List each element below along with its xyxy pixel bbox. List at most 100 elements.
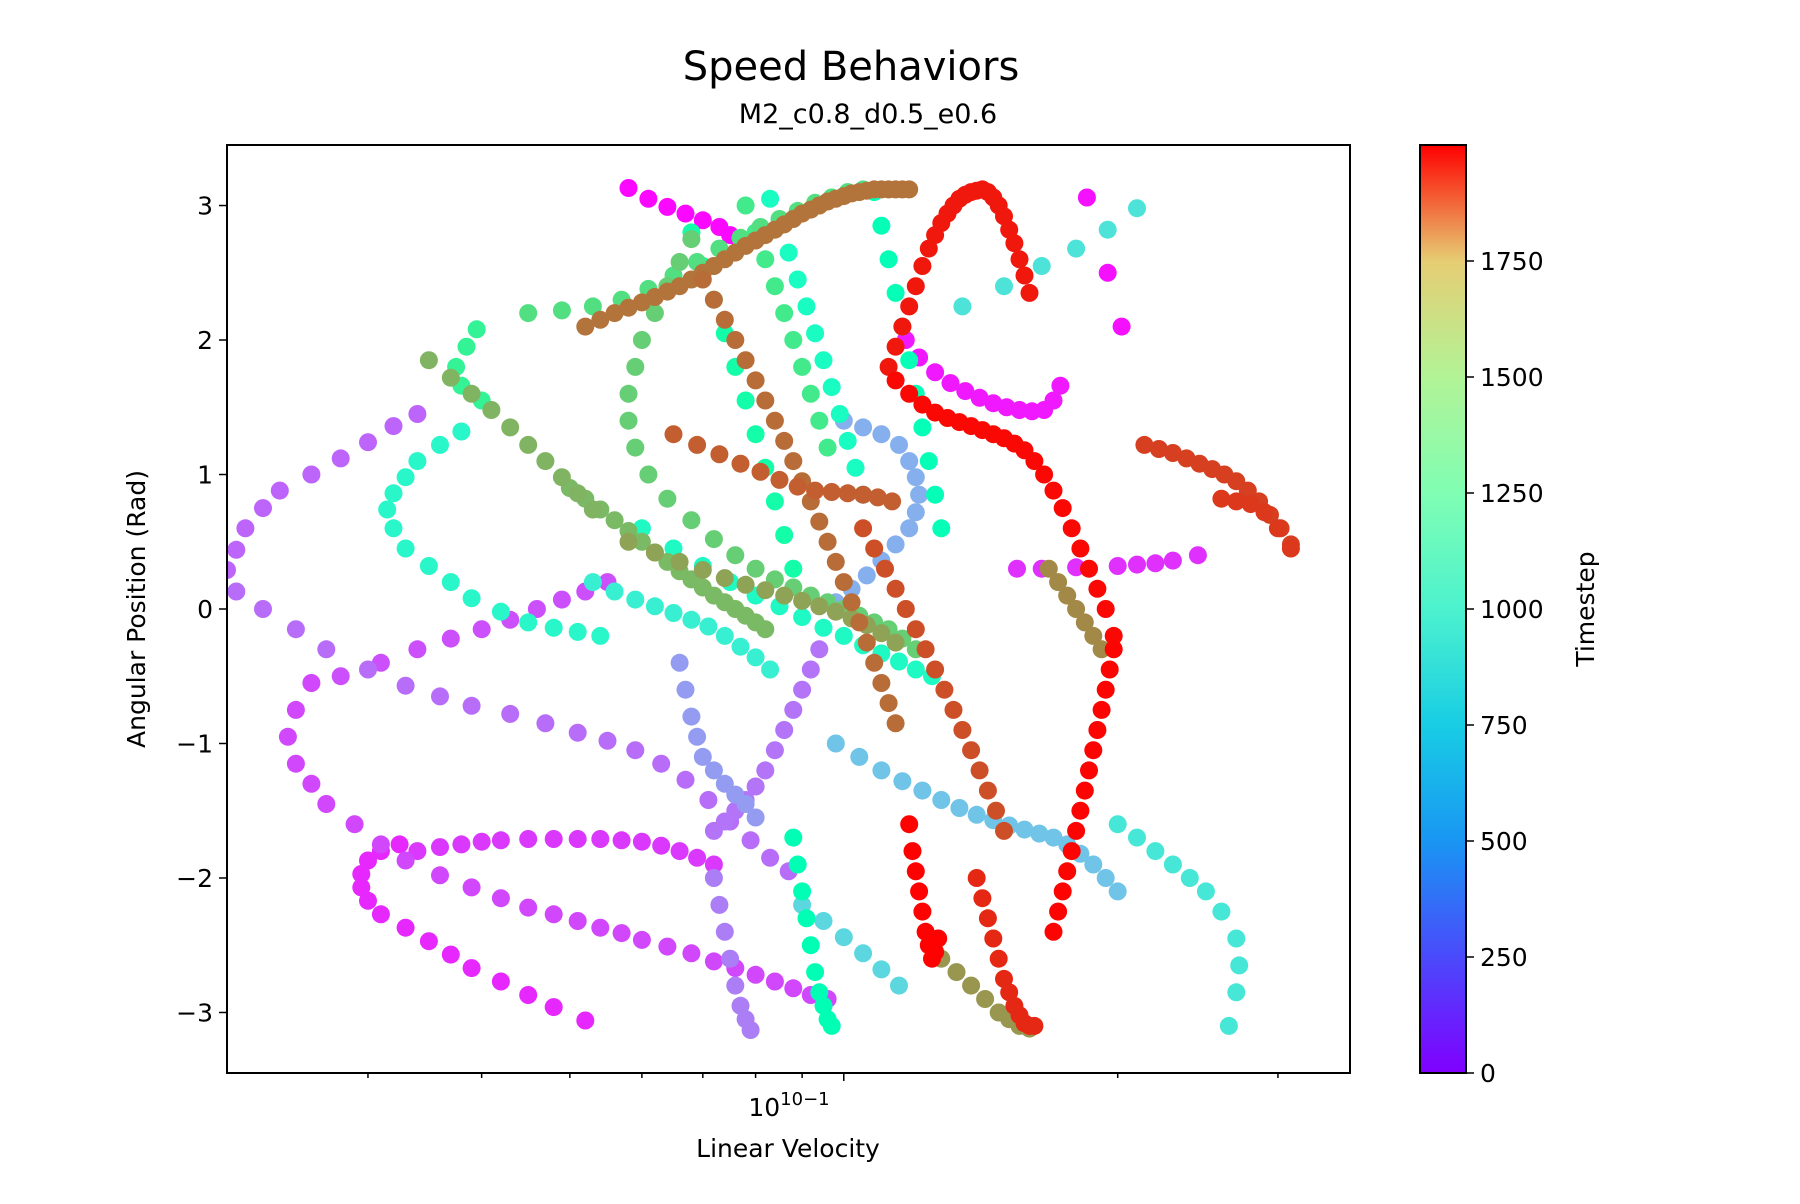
scatter-point <box>1241 495 1260 514</box>
scatter-point <box>670 842 689 861</box>
scatter-point <box>544 830 563 848</box>
scatter-point <box>1135 435 1154 454</box>
scatter-point <box>765 741 784 760</box>
scatter-point <box>519 830 538 848</box>
scatter-point <box>254 499 272 518</box>
scatter-point <box>676 770 695 789</box>
scatter-point <box>962 976 981 995</box>
scatter-point <box>715 626 734 645</box>
scatter-point <box>944 700 963 719</box>
scatter-point <box>929 929 948 948</box>
scatter-point <box>1039 559 1058 578</box>
scatter-point <box>612 831 631 850</box>
colorbar-tick-label: 1500 <box>1480 363 1544 392</box>
scatter-point <box>872 960 891 979</box>
scatter-point <box>670 552 689 571</box>
scatter-point <box>797 909 816 928</box>
scatter-point <box>872 761 891 780</box>
scatter-point <box>1044 828 1063 847</box>
scatter-point <box>419 557 438 575</box>
scatter-point <box>396 676 415 695</box>
scatter-point <box>886 283 905 302</box>
scatter-point <box>900 519 919 538</box>
scatter-point <box>900 351 919 370</box>
scatter-point <box>1071 801 1090 820</box>
scatter-point <box>1015 266 1034 285</box>
scatter-point <box>482 401 501 419</box>
scatter-point <box>664 539 683 558</box>
scatter-point <box>390 835 409 854</box>
scatter-point <box>903 842 922 861</box>
scatter-point <box>693 211 712 230</box>
scatter-point <box>857 566 876 585</box>
scatter-point <box>1005 234 1024 253</box>
scatter-point <box>731 454 750 473</box>
scatter-point <box>693 561 712 579</box>
scatter-point <box>1067 239 1086 258</box>
scatter-point <box>919 239 938 258</box>
scatter-point <box>962 741 981 760</box>
scatter-point <box>1071 539 1090 558</box>
scatter-point <box>775 526 794 544</box>
scatter-point <box>801 660 820 679</box>
scatter-point <box>947 963 966 982</box>
scatter-point <box>970 388 989 407</box>
scatter-point <box>886 337 905 356</box>
scatter-point <box>784 828 803 847</box>
scatter-point <box>822 378 841 397</box>
scatter-point <box>810 597 829 616</box>
scatter-point <box>670 653 689 672</box>
scatter-point <box>818 438 837 457</box>
scatter-point <box>317 640 336 659</box>
scatter-point <box>441 945 460 964</box>
scatter-point <box>331 449 350 468</box>
scatter-point <box>670 253 689 271</box>
scatter-point <box>890 435 908 454</box>
scatter-point <box>736 575 755 594</box>
scatter-point <box>1067 600 1086 618</box>
scatter-point <box>872 624 891 643</box>
scatter-point <box>1088 721 1107 739</box>
scatter-point <box>1128 199 1146 218</box>
scatter-point <box>797 297 816 316</box>
scatter-point <box>359 891 377 910</box>
scatter-point <box>359 433 377 452</box>
y-tick-label: −1 <box>176 729 213 758</box>
scatter-point <box>1010 250 1029 269</box>
scatter-point <box>704 869 723 887</box>
scatter-point <box>619 411 638 430</box>
scatter-point <box>736 795 755 813</box>
scatter-point <box>834 928 853 947</box>
scatter-point <box>846 458 865 477</box>
scatter-point <box>1104 640 1123 659</box>
scatter-point <box>408 640 427 659</box>
scatter-point <box>462 959 481 978</box>
scatter-point <box>384 417 403 436</box>
scatter-point <box>900 297 919 316</box>
scatter-point <box>664 604 683 622</box>
scatter-point <box>457 337 476 356</box>
scatter-point <box>896 600 915 618</box>
scatter-point <box>431 435 449 454</box>
scatter-point <box>834 573 853 592</box>
scatter-point <box>741 831 760 850</box>
scatter-point <box>1015 820 1034 839</box>
scatter-point <box>900 384 919 403</box>
scatter-point <box>926 943 945 961</box>
scatter-point <box>1080 559 1098 578</box>
scatter-point <box>1230 956 1249 975</box>
points-layer <box>227 179 1300 1039</box>
scatter-point <box>822 483 841 501</box>
scatter-point <box>775 586 794 605</box>
scatter-point <box>519 304 538 323</box>
scatter-point <box>746 648 765 667</box>
scatter-point <box>612 924 631 943</box>
scatter-point <box>854 944 873 963</box>
scatter-point <box>765 411 784 430</box>
scatter-point <box>715 569 734 588</box>
scatter-point <box>810 640 829 659</box>
scatter-point <box>568 622 587 641</box>
scatter-point <box>583 573 602 592</box>
scatter-point <box>441 573 460 592</box>
scatter-point <box>935 680 954 699</box>
